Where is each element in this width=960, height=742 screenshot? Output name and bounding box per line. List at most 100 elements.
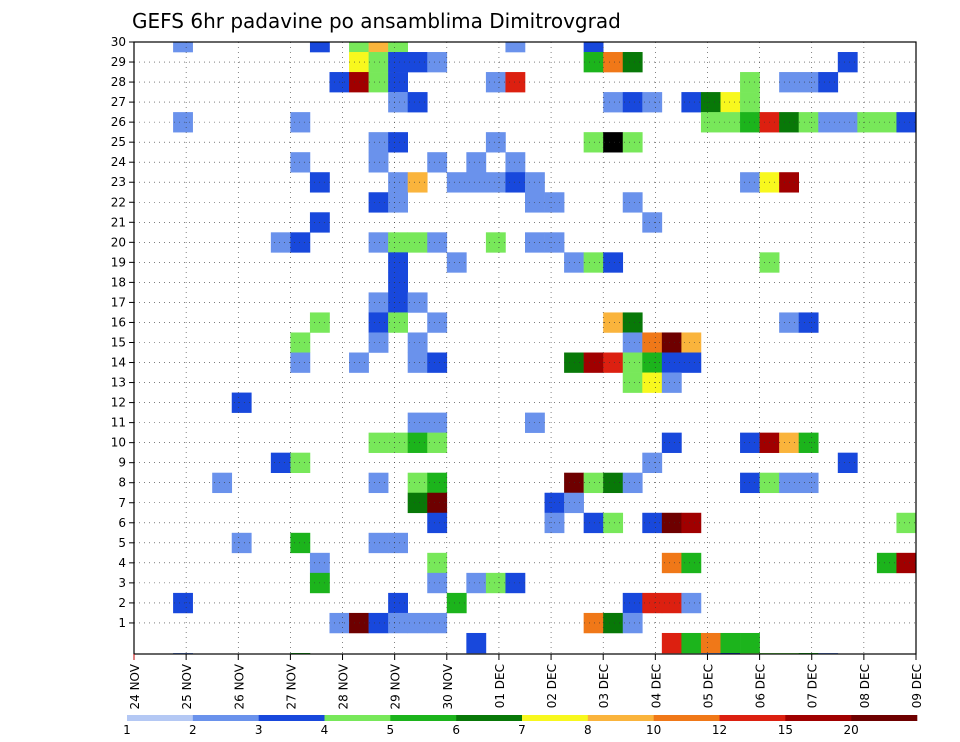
heatmap-cell xyxy=(407,292,428,313)
heatmap-cell xyxy=(700,112,721,133)
y-tick-label: 5 xyxy=(118,536,126,550)
y-tick-label: 12 xyxy=(111,396,126,410)
heatmap-cell xyxy=(368,332,389,353)
heatmap-cell xyxy=(388,292,408,313)
legend-color-swatch xyxy=(324,715,391,721)
heatmap-cell xyxy=(857,112,878,133)
y-tick-label: 29 xyxy=(111,55,126,69)
heatmap-cell xyxy=(798,72,819,93)
heatmap-cell xyxy=(427,472,448,494)
heatmap-cell xyxy=(309,42,330,53)
y-tick-label: 11 xyxy=(111,416,126,430)
x-tick-label: 07 DEC xyxy=(806,664,820,708)
heatmap-cell xyxy=(622,592,643,614)
heatmap-cell xyxy=(622,372,643,393)
heatmap-cell xyxy=(583,52,604,73)
heatmap-cell xyxy=(485,132,506,153)
y-tick-label: 25 xyxy=(111,135,126,149)
legend-label: 4 xyxy=(321,723,329,737)
y-tick-label: 8 xyxy=(118,476,126,490)
heatmap-cell xyxy=(505,72,526,93)
heatmap-cell xyxy=(505,152,526,173)
heatmap-cell xyxy=(642,512,663,534)
heatmap-cell xyxy=(349,72,369,93)
heatmap-cell xyxy=(622,332,643,353)
heatmap-cell xyxy=(368,152,389,173)
heatmap-cell xyxy=(388,312,408,333)
legend-color-swatch xyxy=(456,715,523,721)
heatmap-cell xyxy=(485,572,506,594)
legend-color-swatch xyxy=(587,715,654,721)
heatmap-cell xyxy=(583,352,604,373)
heatmap-cell xyxy=(388,592,408,614)
heatmap-cell xyxy=(349,42,369,53)
legend-label: 1 xyxy=(123,723,131,737)
heatmap-cell xyxy=(837,452,858,473)
x-tick-label: 30 NOV xyxy=(441,663,455,709)
heatmap-cell xyxy=(818,72,839,93)
y-tick-label: 15 xyxy=(111,335,126,349)
heatmap-cell xyxy=(368,312,389,333)
heatmap-cell xyxy=(583,252,604,273)
heatmap-cell xyxy=(407,172,428,193)
legend-label: 5 xyxy=(387,723,395,737)
heatmap-cell xyxy=(837,112,858,133)
x-tick-label: 25 NOV xyxy=(180,663,194,709)
heatmap-cell xyxy=(603,52,624,73)
heatmap-cell xyxy=(290,112,311,133)
heatmap-cell xyxy=(368,42,389,53)
heatmap-cell xyxy=(407,472,428,494)
heatmap-cell xyxy=(642,92,663,113)
heatmap-cell xyxy=(349,52,369,73)
x-tick-label: 27 NOV xyxy=(284,663,298,709)
heatmap-cell xyxy=(368,612,389,634)
heatmap-cell xyxy=(603,352,624,373)
heatmap-cell xyxy=(368,532,389,554)
y-tick-label: 22 xyxy=(111,195,126,209)
heatmap-cell xyxy=(427,52,448,73)
heatmap-cell xyxy=(642,212,663,233)
heatmap-cell xyxy=(427,552,448,574)
heatmap-cell xyxy=(368,52,389,73)
heatmap-cell xyxy=(407,432,428,453)
x-tick-label: 29 NOV xyxy=(389,663,403,709)
grid-lines xyxy=(134,41,916,654)
y-tick-label: 17 xyxy=(111,295,126,309)
heatmap-cell xyxy=(896,112,917,133)
heatmap-cell xyxy=(720,632,741,654)
heatmap-cell xyxy=(661,372,682,393)
heatmap-cell xyxy=(427,572,448,594)
y-tick-label: 26 xyxy=(111,115,126,129)
heatmap-cell xyxy=(388,432,408,453)
legend-label: 7 xyxy=(518,723,526,737)
heatmap-cell xyxy=(661,432,682,453)
y-tick-label: 30 xyxy=(111,35,126,49)
legend-color-swatch xyxy=(390,715,457,721)
legend-color-swatch xyxy=(522,715,589,721)
heatmap-cell xyxy=(407,52,428,73)
y-tick-label: 28 xyxy=(111,75,126,89)
x-tick-label: 24 NOV xyxy=(128,663,142,709)
heatmap-cell xyxy=(290,452,311,473)
legend-color-swatch xyxy=(653,715,720,721)
heatmap-cell xyxy=(368,192,389,213)
y-tick-label: 4 xyxy=(118,556,126,570)
heatmap-cell xyxy=(368,292,389,313)
legend-color-swatch xyxy=(719,715,786,721)
heatmap-cell xyxy=(427,352,448,373)
heatmap-cell xyxy=(661,632,682,654)
heatmap-cell xyxy=(349,352,369,373)
heatmap-cell xyxy=(368,132,389,153)
heatmap-cell xyxy=(681,352,702,373)
heatmap-cell xyxy=(485,232,506,253)
heatmap-cell xyxy=(290,352,311,373)
heatmap-cell xyxy=(388,192,408,213)
heatmap-cell xyxy=(485,72,506,93)
heatmap-cell xyxy=(173,112,193,133)
heatmap-cell xyxy=(388,272,408,293)
heatmap-cell xyxy=(427,512,448,534)
legend-label: 2 xyxy=(189,723,197,737)
heatmap-cell xyxy=(661,332,682,353)
y-tick-label: 27 xyxy=(111,95,126,109)
legend-color-swatch xyxy=(192,715,259,721)
